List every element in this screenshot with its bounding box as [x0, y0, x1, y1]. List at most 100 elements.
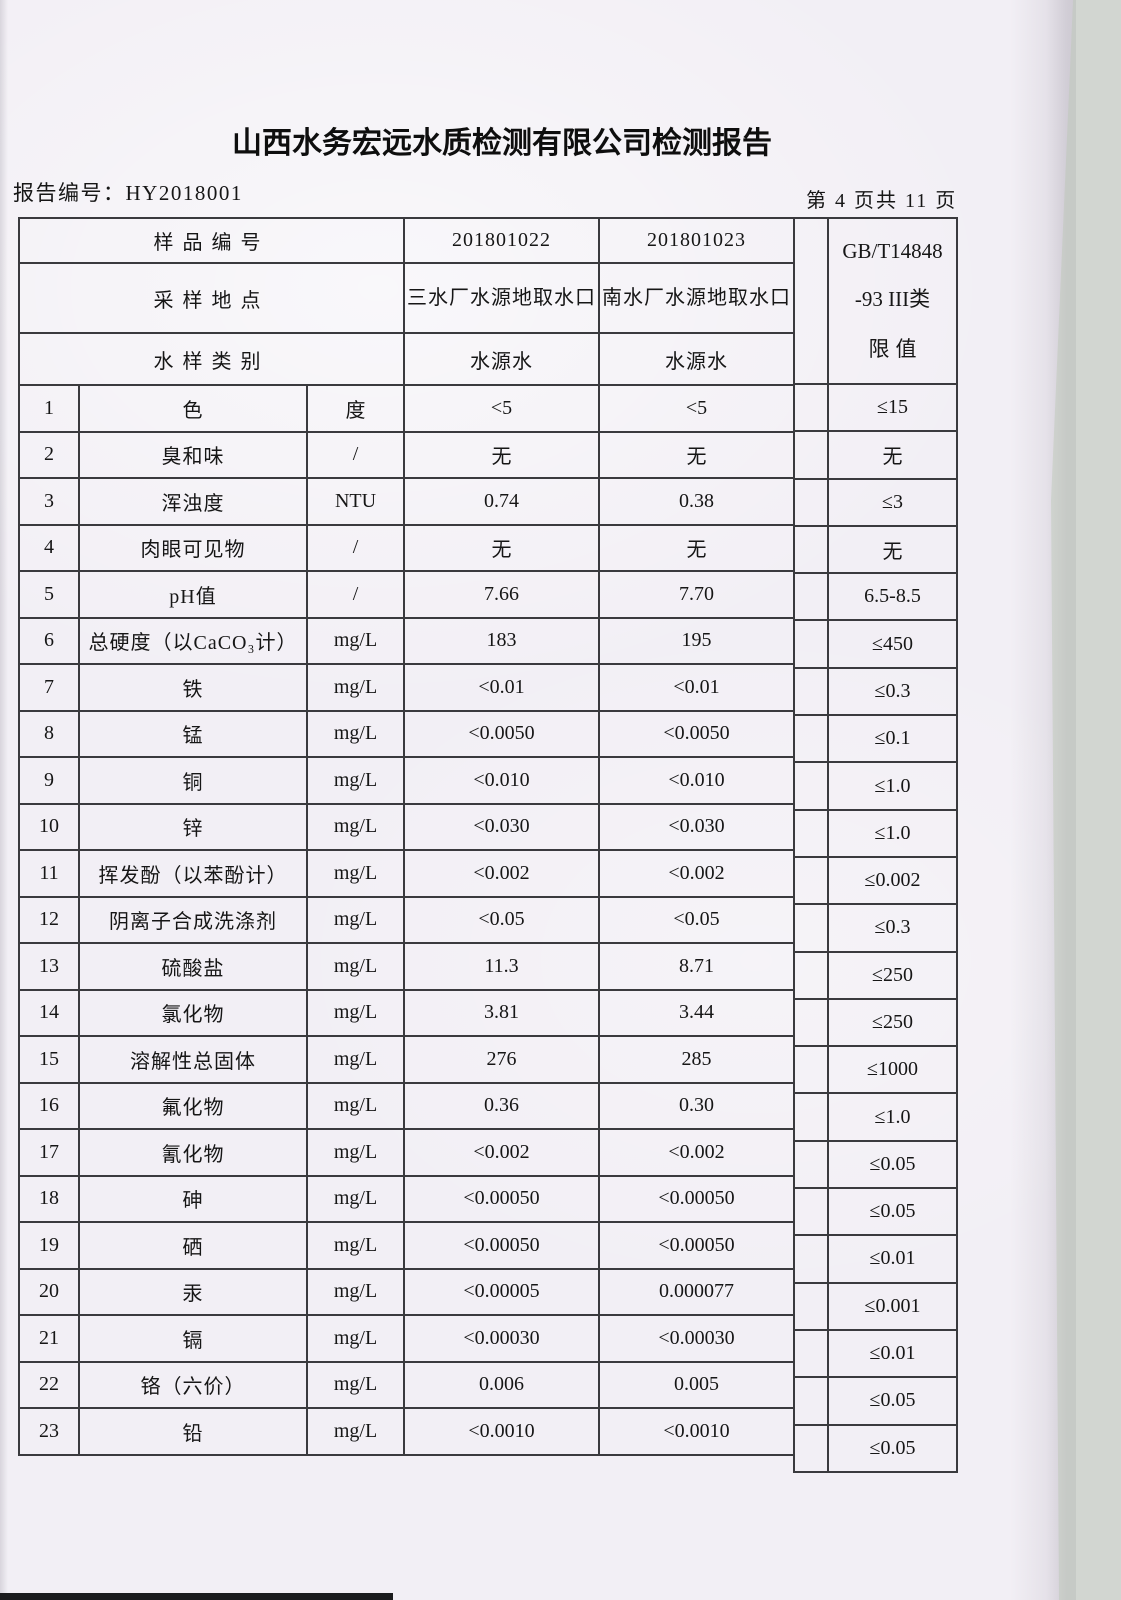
- spacer-cell: [795, 952, 829, 1000]
- spacer-cell: [795, 1330, 829, 1379]
- limit-row: ≤0.05: [795, 1425, 958, 1473]
- limit-value: 6.5-8.5: [829, 574, 958, 622]
- spacer-cell: [795, 621, 829, 669]
- limit-value: ≤0.01: [829, 1330, 958, 1379]
- standard-class: -93 III类: [854, 287, 931, 312]
- sample1-value: 无: [403, 523, 601, 572]
- limit-value: 无: [829, 526, 958, 575]
- table-row: 20 汞 mg/L <0.00005 0.000077: [18, 1267, 796, 1316]
- limit-value: ≤15: [829, 385, 958, 433]
- sample2-value: <0.00050: [598, 1174, 796, 1223]
- unit-cell: mg/L: [305, 1267, 406, 1316]
- limit-value: ≤0.01: [829, 1236, 958, 1284]
- results-table: 样品编号 201801022 201801023 采样地点 三水厂水源地取水口 …: [17, 217, 796, 1456]
- unit-cell: mg/L: [305, 709, 406, 758]
- sample2-type: 水源水: [598, 332, 796, 386]
- unit-cell: mg/L: [305, 895, 406, 944]
- table-row: 18 砷 mg/L <0.00050 <0.00050: [18, 1174, 796, 1223]
- sample2-value: 无: [598, 523, 796, 572]
- limit-value: ≤0.001: [829, 1283, 958, 1331]
- paper-sheet: 山西水务宏远水质检测有限公司检测报告 报告编号：HY2018001 第 4 页共…: [0, 0, 1073, 1600]
- limit-row: ≤1000: [795, 1047, 958, 1095]
- report-title: 山西水务宏远水质检测有限公司检测报告: [232, 127, 772, 160]
- unit-cell: mg/L: [305, 942, 406, 991]
- parameter-name: 色: [78, 384, 308, 433]
- table-row: 1 色 度 <5 <5: [18, 384, 796, 433]
- limit-row: ≤0.05: [795, 1189, 958, 1237]
- sample1-value: <0.05: [403, 895, 601, 944]
- parameter-name: 铅: [78, 1407, 308, 1456]
- spacer-cell: [795, 1094, 829, 1142]
- unit-cell: /: [305, 570, 406, 619]
- sample1-value: 183: [403, 616, 601, 665]
- row-number: 10: [18, 802, 80, 851]
- limit-header-cell: GB/T14848 -93 III类 限值: [829, 219, 958, 385]
- limit-value: ≤0.1: [829, 716, 958, 764]
- limit-value: ≤0.05: [829, 1378, 958, 1426]
- row-number: 15: [18, 1035, 80, 1084]
- sample1-value: <0.030: [403, 802, 601, 851]
- table-row: 14 氯化物 mg/L 3.81 3.44: [18, 988, 796, 1037]
- limit-row: ≤0.01: [795, 1330, 958, 1379]
- sample2-value: <0.00050: [598, 1221, 796, 1270]
- parameter-name: pH值: [78, 570, 308, 619]
- row-number: 17: [18, 1128, 80, 1177]
- table-row: 11 挥发酚（以苯酚计） mg/L <0.002 <0.002: [18, 849, 796, 898]
- limit-value: ≤0.3: [829, 905, 958, 953]
- sample1-value: <0.0050: [403, 709, 601, 758]
- spacer-cell: [795, 479, 829, 527]
- parameter-name: 阴离子合成洗涤剂: [78, 895, 308, 944]
- sample1-value: <0.00030: [403, 1314, 601, 1363]
- spacer-cell: [795, 432, 829, 480]
- sample1-value: <0.01: [403, 663, 601, 712]
- sample2-value: <0.030: [598, 802, 796, 851]
- limit-value: ≤0.002: [829, 857, 958, 906]
- row-number: 22: [18, 1360, 80, 1409]
- spacer-cell: [795, 857, 829, 906]
- row-number: 6: [18, 616, 80, 665]
- row-number: 9: [18, 756, 80, 805]
- limit-value: ≤250: [829, 999, 958, 1048]
- sample1-value: <0.002: [403, 1128, 601, 1177]
- sample-number-label: 样品编号: [17, 217, 406, 264]
- table-row: 10 锌 mg/L <0.030 <0.030: [18, 802, 796, 851]
- sample1-value: 11.3: [403, 942, 601, 991]
- sample1-value: <0.00005: [403, 1267, 601, 1316]
- parameter-name: 氯化物: [78, 988, 308, 1037]
- unit-cell: 度: [305, 384, 406, 433]
- table-row: 19 硒 mg/L <0.00050 <0.00050: [18, 1221, 796, 1270]
- limit-row: 无: [795, 526, 958, 575]
- limit-value: ≤0.05: [829, 1189, 958, 1237]
- spacer-cell: [795, 1047, 829, 1095]
- parameter-name: 臭和味: [78, 430, 308, 479]
- limit-column-table: GB/T14848 -93 III类 限值 ≤15 无 ≤3 无 6.5-8.5 ≤450…: [793, 217, 958, 1473]
- spacer-cell: [795, 1425, 829, 1473]
- row-number: 2: [18, 430, 80, 479]
- table-row: 9 铜 mg/L <0.010 <0.010: [18, 756, 796, 805]
- table-row: 7 铁 mg/L <0.01 <0.01: [18, 663, 796, 712]
- unit-cell: mg/L: [305, 1128, 406, 1177]
- spacer-cell: [795, 905, 829, 953]
- sample1-value: <0.00050: [403, 1174, 601, 1223]
- spacer-cell: [795, 1141, 829, 1190]
- parameter-name: 铬（六价）: [78, 1360, 308, 1409]
- parameter-name: 砷: [78, 1174, 308, 1223]
- spacer-cell: [795, 1283, 829, 1331]
- sample1-number: 201801022: [403, 217, 601, 264]
- table-row: 13 硫酸盐 mg/L 11.3 8.71: [18, 942, 796, 991]
- limit-row: ≤0.3: [795, 905, 958, 953]
- row-number: 8: [18, 709, 80, 758]
- sample1-value: <0.010: [403, 756, 601, 805]
- limit-row: ≤0.1: [795, 716, 958, 764]
- row-number: 16: [18, 1081, 80, 1130]
- sample2-value: <0.010: [598, 756, 796, 805]
- table-row: 4 肉眼可见物 / 无 无: [18, 523, 796, 572]
- sample1-type: 水源水: [403, 332, 601, 386]
- parameter-name: 锰: [78, 709, 308, 758]
- sample2-value: <0.002: [598, 1128, 796, 1177]
- limit-row: ≤3: [795, 479, 958, 527]
- table-row: 5 pH值 / 7.66 7.70: [18, 570, 796, 619]
- limit-row: ≤250: [795, 952, 958, 1000]
- row-number: 4: [18, 523, 80, 572]
- sample2-value: 0.005: [598, 1360, 796, 1409]
